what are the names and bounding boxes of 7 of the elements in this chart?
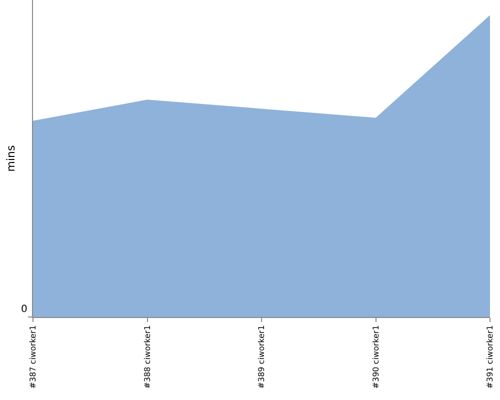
x-tick-label: #387 ciworker1 (28, 325, 38, 389)
text: 0 (21, 304, 28, 315)
x-tick-label: #390 ciworker1 (371, 325, 380, 389)
x-tick-label: #388 ciworker1 (142, 325, 152, 389)
x-tick-label: #391 ciworker1 (486, 325, 495, 389)
x-tick-label: #389 ciworker1 (257, 325, 266, 389)
y-axis-title: mins (4, 145, 18, 172)
